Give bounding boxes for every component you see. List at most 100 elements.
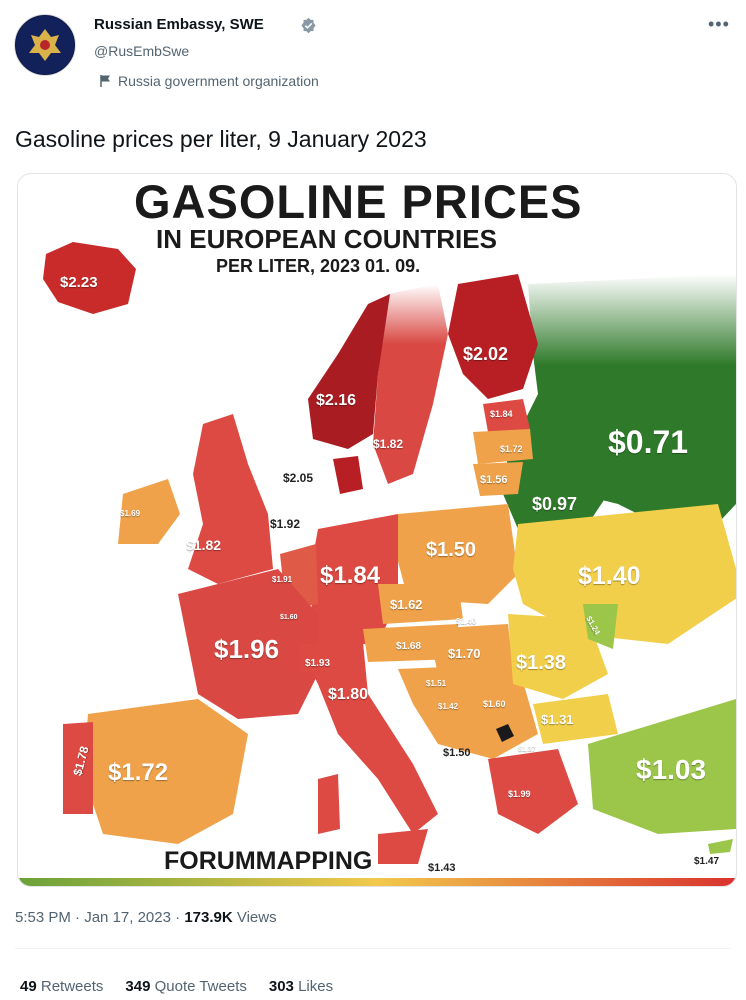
- map-title: GASOLINE PRICES: [134, 175, 583, 228]
- bulgaria-region: [533, 694, 618, 744]
- price-spain: $1.72: [108, 759, 169, 786]
- kosovo-region: [496, 724, 514, 742]
- retweets-link[interactable]: 49 Retweets: [20, 978, 103, 995]
- sardinia-region: [318, 774, 340, 834]
- tweet-time[interactable]: 5:53 PM: [15, 909, 71, 926]
- ukraine-region: [513, 504, 736, 644]
- map-subtitle: IN EUROPEAN COUNTRIES: [156, 224, 497, 254]
- moldova-region: [583, 604, 618, 649]
- price-latvia: $1.72: [500, 444, 523, 454]
- avatar[interactable]: [14, 14, 76, 76]
- sicily-region: [378, 829, 428, 864]
- price-bulgaria: $1.31: [541, 712, 574, 727]
- verified-badge-icon: [301, 17, 316, 34]
- quote-tweets-link[interactable]: 349 Quote Tweets: [125, 978, 246, 995]
- likes-link[interactable]: 303 Likes: [269, 978, 333, 995]
- romania-region: [508, 614, 608, 699]
- portugal-region: [63, 722, 93, 814]
- price-czechia: $1.62: [390, 597, 423, 612]
- flag-icon: [100, 75, 110, 87]
- price-ireland: $1.69: [120, 509, 141, 518]
- price-poland: $1.50: [426, 539, 477, 561]
- price-uk: $1.82: [186, 537, 222, 553]
- color-scale-bar: [18, 878, 736, 886]
- czechia-region: [378, 584, 463, 624]
- price-lithuania: $1.56: [480, 474, 508, 486]
- likes-count: 303: [268, 978, 294, 995]
- author-name[interactable]: Russian Embassy, SWE: [94, 16, 264, 33]
- price-turkey: $1.03: [636, 754, 707, 785]
- government-label: Russia government organization: [100, 73, 319, 89]
- price-switzerland: $1.93: [305, 658, 331, 669]
- price-slovakia: $1.40: [456, 617, 477, 626]
- sweden-region: [373, 284, 448, 484]
- price-slovenia: $1.51: [426, 679, 447, 688]
- iceland-region: [43, 242, 136, 314]
- price-serbia: $1.60: [483, 699, 506, 709]
- divider: [15, 948, 731, 949]
- cyprus-region: [708, 839, 733, 854]
- price-finland: $2.02: [463, 344, 509, 364]
- ireland-region: [118, 479, 180, 544]
- finland-region: [448, 274, 538, 399]
- views-count: 173.9K: [184, 909, 233, 926]
- price-luxembourg: $1.60: [280, 614, 298, 621]
- france-region: [178, 569, 318, 719]
- quotes-count: 349: [125, 978, 151, 995]
- hungary-region: [428, 624, 513, 674]
- author-handle[interactable]: @RusEmbSwe: [94, 43, 190, 59]
- price-italy: $1.80: [328, 686, 369, 703]
- price-malta: $1.43: [428, 862, 456, 874]
- price-estonia: $1.84: [490, 409, 513, 419]
- uk-region: [188, 414, 273, 584]
- norway-region: [308, 294, 390, 449]
- switzerland-region: [298, 644, 348, 672]
- price-belgium: $1.91: [272, 575, 293, 584]
- italy-region: [298, 642, 438, 834]
- price-russia: $0.71: [608, 424, 689, 460]
- tweet-meta: 5:53 PM · Jan 17, 2023 · 173.9K Views: [15, 909, 277, 926]
- price-croatia: $1.42: [438, 702, 459, 711]
- price-france: $1.96: [214, 634, 280, 664]
- map-brand: FORUMMAPPING: [164, 847, 373, 875]
- tweet-date[interactable]: Jan 17, 2023: [84, 909, 171, 926]
- lithuania-region: [473, 462, 523, 496]
- coat-of-arms-icon: [16, 16, 74, 74]
- price-austria: $1.68: [396, 641, 422, 652]
- poland-region: [396, 504, 518, 604]
- price-norway: $2.16: [316, 392, 357, 409]
- belarus-region: [503, 454, 608, 529]
- denmark-region: [333, 456, 363, 494]
- map-date-line: PER LITER, 2023 01. 09.: [216, 256, 421, 276]
- europe-map: [43, 242, 736, 864]
- price-hungary: $1.70: [448, 646, 481, 661]
- greece-region: [488, 749, 578, 834]
- price-denmark: $2.05: [283, 471, 314, 485]
- price-belarus: $0.97: [532, 494, 578, 514]
- tweet-image[interactable]: GASOLINE PRICES IN EUROPEAN COUNTRIES PE…: [17, 173, 737, 887]
- price-ukraine: $1.40: [578, 562, 641, 590]
- government-label-text: Russia government organization: [118, 73, 319, 89]
- price-montenegro: $1.50: [443, 747, 471, 759]
- tweet-text: Gasoline prices per liter, 9 January 202…: [15, 126, 427, 152]
- price-cyprus: $1.47: [694, 856, 720, 867]
- quotes-label: Quote Tweets: [154, 978, 247, 995]
- price-greece: $1.99: [508, 789, 531, 799]
- price-romania: $1.38: [516, 652, 567, 674]
- turkey-region: [588, 699, 736, 834]
- tweet-stats: 49 Retweets 349 Quote Tweets 303 Likes: [20, 978, 333, 995]
- price-germany: $1.84: [320, 562, 381, 589]
- price-netherlands: $1.92: [270, 517, 301, 531]
- estonia-region: [483, 399, 530, 432]
- retweets-label: Retweets: [40, 978, 104, 995]
- price-macedonia: $1.37: [518, 746, 536, 753]
- germany-region: [308, 514, 398, 644]
- spain-region: [83, 699, 248, 844]
- price-sweden: $1.82: [373, 437, 404, 451]
- price-iceland: $2.23: [60, 274, 98, 291]
- views-label: Views: [236, 909, 277, 926]
- more-options-icon[interactable]: •••: [708, 14, 730, 34]
- likes-label: Likes: [298, 978, 334, 995]
- retweets-count: 49: [20, 978, 37, 995]
